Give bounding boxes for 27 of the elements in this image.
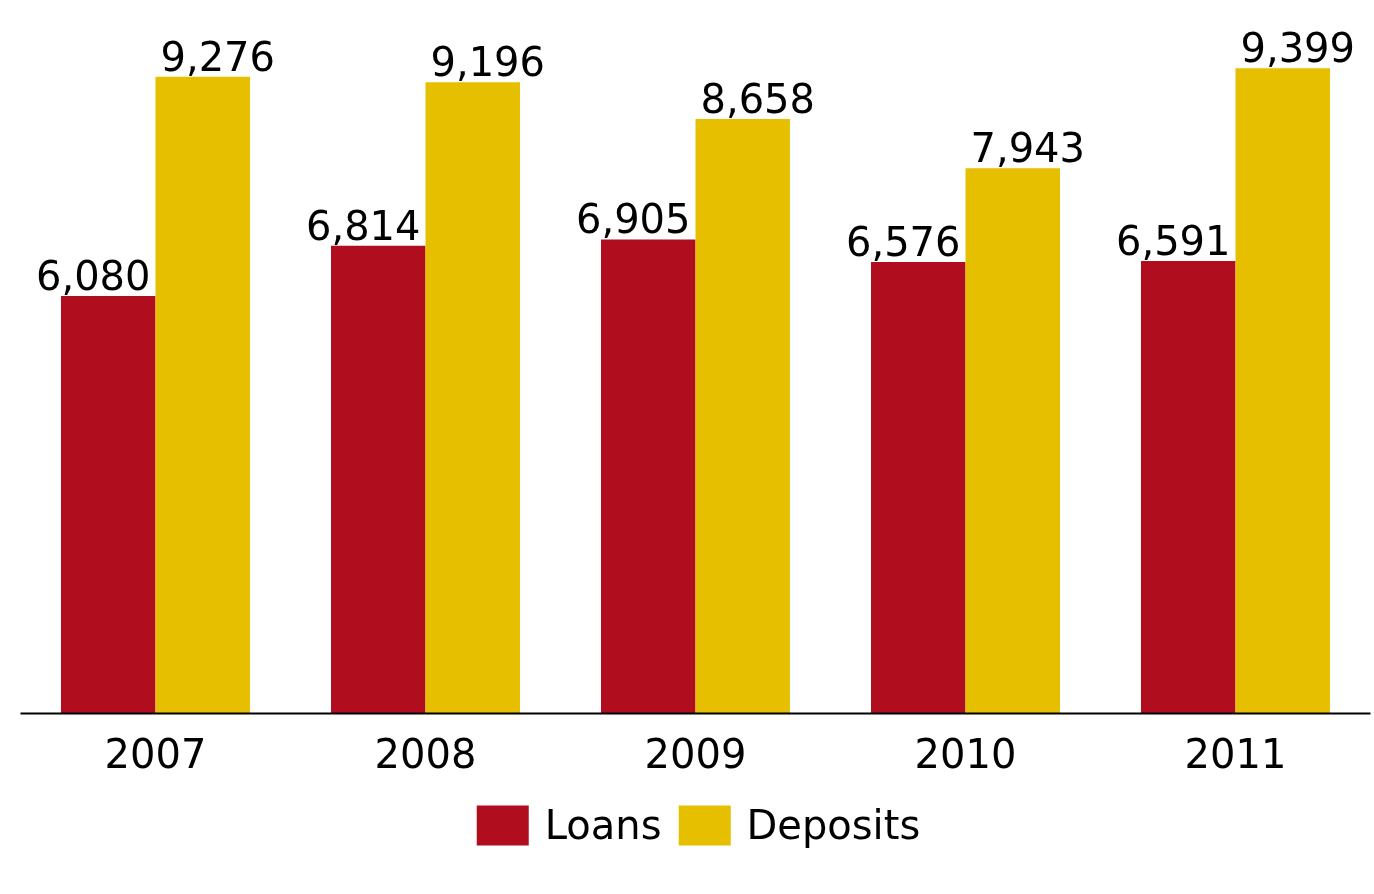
legend-label: Loans [544,802,662,848]
x-tick-label: 2010 [914,730,1017,777]
bar [425,82,520,714]
x-tick-label: 2008 [374,730,477,777]
data-label: 9,196 [430,39,546,86]
data-label: 8,658 [700,76,816,123]
data-label: 6,814 [305,202,421,249]
data-label: 6,591 [1115,218,1231,265]
data-label: 9,399 [1240,25,1356,72]
bar [61,296,156,714]
bar [331,245,426,714]
bar [155,76,250,714]
bar [965,168,1060,714]
bar [1141,261,1236,714]
bar [601,239,696,714]
x-tick-label: 2007 [104,730,207,777]
data-label: 9,276 [160,33,276,80]
bar [1235,68,1330,714]
bar [695,119,790,714]
data-label: 7,943 [970,125,1086,172]
data-label: 6,576 [845,219,961,266]
data-label: 6,905 [575,196,691,243]
legend-label: Deposits [746,802,921,848]
data-label: 6,080 [35,253,151,300]
x-tick-label: 2009 [644,730,747,777]
x-tick-label: 2011 [1184,730,1287,777]
bar [871,262,966,714]
